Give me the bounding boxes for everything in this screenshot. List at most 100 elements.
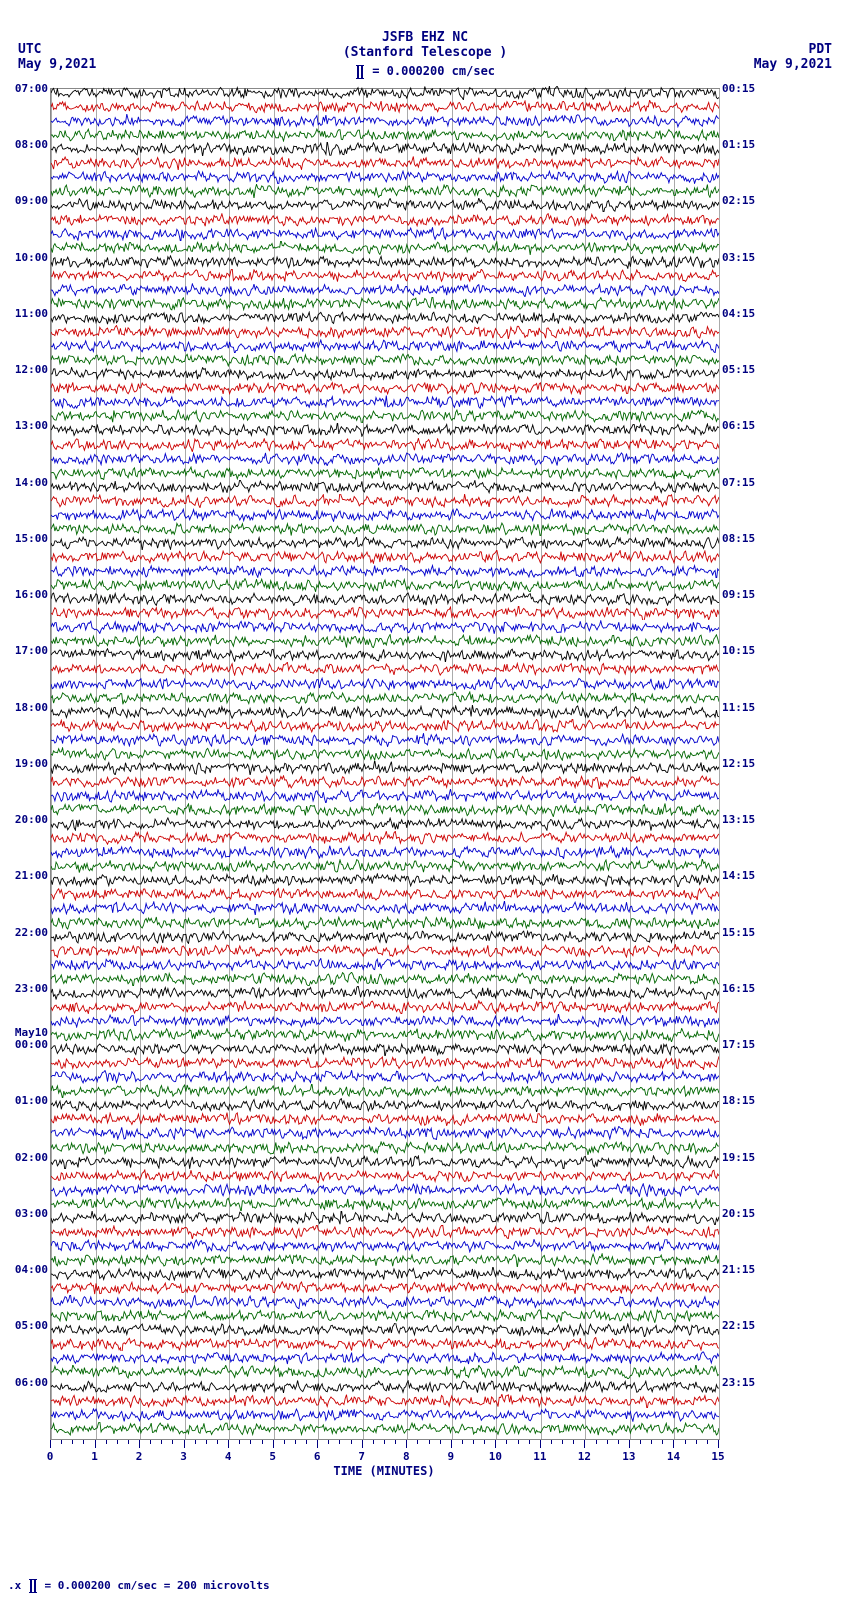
trace-svg xyxy=(51,831,719,845)
trace-svg xyxy=(51,1337,719,1351)
trace-path xyxy=(51,423,719,436)
x-minor-tick xyxy=(72,1440,73,1444)
trace-path xyxy=(51,1323,719,1337)
trace-svg xyxy=(51,255,719,269)
trace-svg xyxy=(51,1309,719,1323)
trace-path xyxy=(51,452,719,465)
trace-row xyxy=(51,508,719,522)
trace-path xyxy=(51,606,719,620)
x-minor-tick xyxy=(128,1440,129,1444)
trace-row xyxy=(51,227,719,241)
trace-path xyxy=(51,593,719,606)
trace-path xyxy=(51,1422,719,1435)
trace-svg xyxy=(51,381,719,395)
trace-svg xyxy=(51,227,719,241)
footer: .x = 0.000200 cm/sec = 200 microvolts xyxy=(8,1579,270,1593)
x-minor-tick xyxy=(506,1440,507,1444)
trace-row xyxy=(51,901,719,915)
x-minor-tick xyxy=(484,1440,485,1444)
trace-svg xyxy=(51,634,719,648)
x-tick xyxy=(317,1440,318,1448)
footer-text: = 0.000200 cm/sec = 200 microvolts xyxy=(38,1579,270,1592)
utc-time-label: 15:00 xyxy=(3,532,48,545)
trace-svg xyxy=(51,1070,719,1084)
trace-path xyxy=(51,1183,719,1196)
x-tick xyxy=(584,1440,585,1448)
x-tick xyxy=(362,1440,363,1448)
trace-row xyxy=(51,1351,719,1365)
pdt-time-label: 11:15 xyxy=(722,701,767,714)
trace-row xyxy=(51,1141,719,1155)
trace-row xyxy=(51,100,719,114)
trace-path xyxy=(51,114,719,127)
trace-row xyxy=(51,873,719,887)
trace-svg xyxy=(51,859,719,873)
trace-row xyxy=(51,986,719,1000)
trace-path xyxy=(51,241,719,255)
x-tick-label: 13 xyxy=(622,1450,635,1463)
trace-row xyxy=(51,395,719,409)
pdt-time-label: 03:15 xyxy=(722,251,767,264)
trace-path xyxy=(51,1014,719,1027)
x-tick xyxy=(95,1440,96,1448)
trace-path xyxy=(51,677,719,689)
trace-path xyxy=(51,1380,719,1392)
trace-svg xyxy=(51,1112,719,1126)
trace-path xyxy=(51,508,719,521)
trace-path xyxy=(51,1409,719,1422)
trace-path xyxy=(51,1365,719,1379)
trace-svg xyxy=(51,775,719,789)
trace-path xyxy=(51,312,719,324)
trace-row xyxy=(51,480,719,494)
pdt-time-label: 14:15 xyxy=(722,869,767,882)
trace-row xyxy=(51,381,719,395)
x-minor-tick xyxy=(161,1440,162,1444)
trace-row xyxy=(51,775,719,789)
x-tick-label: 10 xyxy=(489,1450,502,1463)
trace-svg xyxy=(51,648,719,662)
trace-row xyxy=(51,325,719,339)
trace-svg xyxy=(51,747,719,761)
trace-row xyxy=(51,409,719,423)
station-title: JSFB EHZ NC xyxy=(0,30,850,45)
trace-row xyxy=(51,1380,719,1394)
scale-indicator: = 0.000200 cm/sec xyxy=(0,64,850,79)
trace-svg xyxy=(51,1267,719,1281)
trace-path xyxy=(51,1001,719,1014)
x-minor-tick xyxy=(707,1440,708,1444)
trace-row xyxy=(51,916,719,930)
trace-svg xyxy=(51,817,719,831)
x-tick-label: 12 xyxy=(578,1450,591,1463)
trace-path xyxy=(51,438,719,452)
trace-path xyxy=(51,297,719,310)
utc-time-label: 18:00 xyxy=(3,701,48,714)
trace-svg xyxy=(51,1197,719,1211)
trace-row xyxy=(51,1084,719,1098)
x-minor-tick xyxy=(529,1440,530,1444)
trace-svg xyxy=(51,1042,719,1056)
x-tick-label: 9 xyxy=(447,1450,454,1463)
trace-path xyxy=(51,157,719,171)
trace-path xyxy=(51,748,719,761)
trace-svg xyxy=(51,452,719,466)
trace-row xyxy=(51,1394,719,1408)
x-minor-tick xyxy=(596,1440,597,1444)
trace-path xyxy=(51,1084,719,1098)
trace-row xyxy=(51,353,719,367)
trace-path xyxy=(51,789,719,803)
trace-svg xyxy=(51,986,719,1000)
trace-path xyxy=(51,733,719,746)
trace-svg xyxy=(51,803,719,817)
trace-row xyxy=(51,170,719,184)
x-minor-tick xyxy=(573,1440,574,1444)
trace-row xyxy=(51,845,719,859)
header: JSFB EHZ NC (Stanford Telescope ) = 0.00… xyxy=(0,30,850,79)
trace-row xyxy=(51,1309,719,1323)
x-tick xyxy=(139,1440,140,1448)
trace-row xyxy=(51,1014,719,1028)
trace-svg xyxy=(51,466,719,480)
trace-svg xyxy=(51,100,719,114)
x-tick xyxy=(673,1440,674,1448)
x-minor-tick xyxy=(239,1440,240,1444)
x-minor-tick xyxy=(217,1440,218,1444)
